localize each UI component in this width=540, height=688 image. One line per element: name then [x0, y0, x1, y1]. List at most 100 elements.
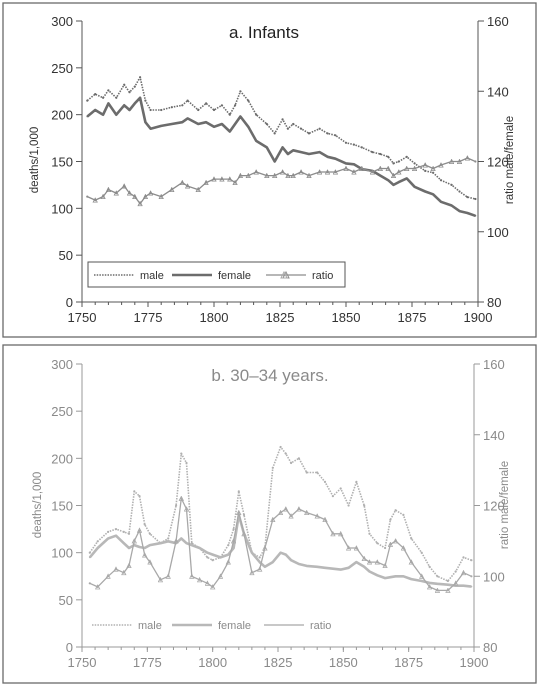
- point-female: [122, 542, 125, 545]
- legend-label-ratio: ratio: [312, 270, 333, 282]
- point-female: [219, 556, 222, 559]
- y-tick-label-left: 250: [51, 61, 73, 76]
- point-female: [339, 568, 342, 571]
- x-tick-label: 1775: [134, 310, 163, 325]
- point-male: [160, 108, 163, 112]
- x-tick-label: 1825: [266, 310, 295, 325]
- point-ratio: [227, 561, 230, 564]
- point-male: [376, 542, 379, 545]
- y-tick-label-left: 150: [51, 499, 73, 514]
- point-ratio: [255, 170, 258, 174]
- y-tick-label-left: 300: [51, 14, 73, 29]
- point-ratio: [239, 174, 242, 177]
- point-female: [265, 146, 268, 149]
- point-male: [128, 91, 131, 94]
- point-ratio: [297, 507, 300, 511]
- point-male: [446, 579, 449, 583]
- point-ratio: [232, 539, 235, 543]
- point-male: [292, 122, 295, 126]
- chart-title: b. 30–34 years.: [211, 366, 328, 385]
- point-female: [170, 123, 173, 125]
- point-female: [462, 584, 465, 587]
- point-female: [139, 96, 142, 99]
- point-female: [420, 580, 423, 582]
- point-male: [123, 83, 126, 86]
- point-female: [149, 544, 151, 546]
- point-ratio: [205, 181, 208, 184]
- point-male: [273, 132, 276, 135]
- point-ratio: [420, 575, 423, 578]
- y-tick-label-left: 200: [51, 108, 73, 123]
- point-female: [428, 582, 431, 584]
- point-ratio: [234, 181, 237, 184]
- point-ratio: [462, 571, 465, 574]
- x-tick-label: 1825: [264, 655, 293, 670]
- point-male: [186, 99, 189, 102]
- point-ratio: [387, 167, 390, 170]
- point-male: [355, 480, 358, 483]
- point-male: [454, 570, 457, 573]
- y-tick-label-right: 80: [487, 295, 501, 310]
- point-male: [344, 141, 348, 144]
- y-tick-label-left: 50: [59, 593, 73, 608]
- point-male: [180, 452, 183, 455]
- point-ratio: [143, 553, 146, 557]
- point-ratio: [86, 195, 89, 198]
- point-male: [185, 461, 188, 465]
- point-male: [326, 132, 329, 135]
- point-ratio: [160, 195, 163, 198]
- x-tick-label: 1800: [198, 655, 227, 670]
- point-male: [239, 90, 242, 93]
- point-male: [175, 504, 178, 507]
- point-male: [138, 495, 141, 498]
- point-male: [114, 528, 118, 531]
- point-ratio: [115, 192, 118, 195]
- point-female: [227, 553, 230, 556]
- point-ratio: [286, 174, 289, 177]
- point-male: [205, 102, 208, 105]
- point-ratio: [181, 181, 184, 184]
- point-male: [392, 162, 395, 165]
- y-tick-label-left: 100: [51, 201, 73, 216]
- point-male: [458, 190, 461, 193]
- point-ratio: [122, 571, 125, 574]
- point-female: [290, 559, 292, 562]
- y-tick-label-right: 120: [483, 499, 505, 514]
- x-tick-label: 1800: [200, 310, 229, 325]
- point-male: [133, 85, 136, 88]
- point-ratio: [175, 539, 178, 543]
- x-tick-label: 1750: [68, 655, 97, 670]
- point-male: [284, 452, 287, 455]
- y-tick-label-left: 100: [51, 546, 73, 561]
- point-ratio: [339, 532, 342, 535]
- point-ratio: [392, 174, 395, 177]
- point-male: [107, 530, 110, 534]
- y-axis-label-left: deaths/1,000: [29, 127, 41, 194]
- legend-label-ratio: ratio: [310, 620, 331, 632]
- y-tick-label-right: 160: [487, 14, 509, 29]
- point-female: [292, 149, 295, 152]
- y-axis-label-right: ratio male/female: [499, 461, 511, 549]
- point-ratio: [198, 578, 201, 581]
- point-male: [428, 565, 431, 568]
- point-male: [144, 99, 147, 102]
- point-male: [318, 127, 321, 130]
- point-male: [102, 96, 105, 99]
- point-ratio: [368, 561, 371, 564]
- point-ratio: [474, 160, 477, 163]
- point-female: [186, 117, 189, 120]
- point-ratio: [133, 195, 136, 198]
- point-male: [220, 104, 223, 107]
- point-female: [115, 534, 117, 537]
- point-female: [392, 184, 395, 186]
- point-female: [281, 146, 284, 149]
- point-male: [387, 155, 390, 158]
- point-female: [474, 214, 477, 217]
- point-female: [287, 153, 289, 155]
- point-ratio: [107, 188, 110, 191]
- point-ratio: [265, 174, 268, 177]
- point-male: [352, 143, 355, 146]
- series-line-female: [88, 513, 472, 588]
- point-female: [228, 130, 231, 133]
- point-female: [271, 561, 274, 563]
